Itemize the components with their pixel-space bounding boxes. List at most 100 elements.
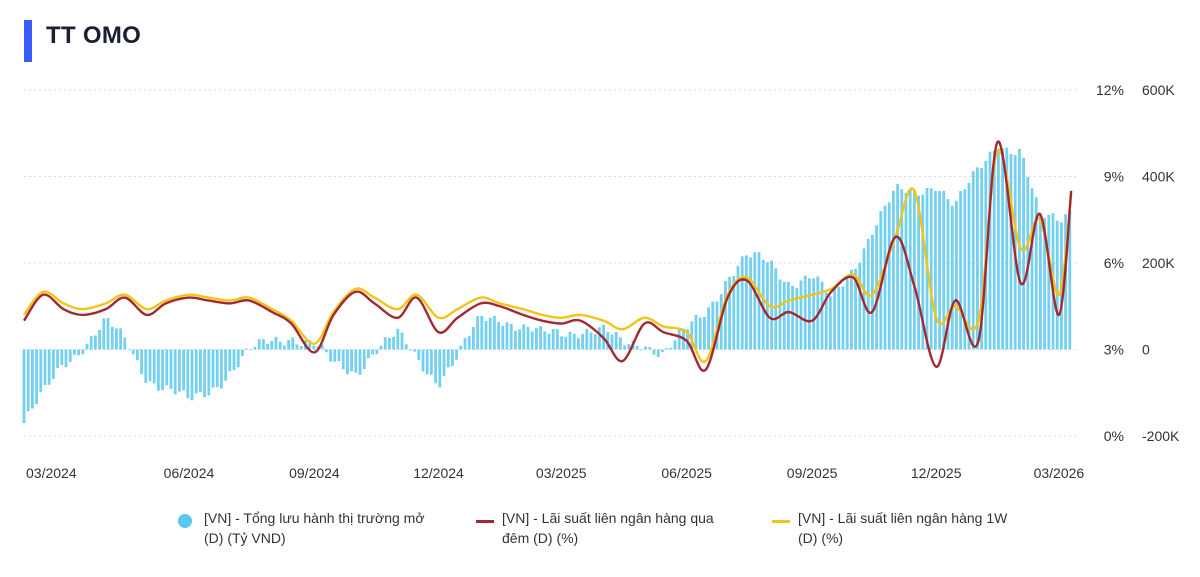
- omo-bar: [589, 332, 593, 350]
- omo-bar: [404, 344, 408, 350]
- omo-bar: [350, 349, 353, 372]
- page-title: TT OMO: [46, 22, 142, 49]
- overnight-rate-line: [22, 140, 1073, 372]
- omo-bar: [753, 252, 757, 350]
- omo-bar: [266, 343, 269, 350]
- x-tick-label: 06/2024: [164, 465, 215, 481]
- omo-bar: [774, 268, 778, 350]
- omo-bar: [136, 349, 139, 361]
- omo-bar: [841, 286, 845, 350]
- omo-bar: [119, 328, 122, 350]
- x-tick-label: 06/2025: [661, 465, 712, 481]
- omo-bar: [157, 349, 160, 391]
- x-tick-label: 12/2025: [911, 465, 962, 481]
- title-accent-bar: [24, 20, 32, 62]
- omo-bar: [950, 205, 954, 350]
- omo-bar: [1030, 188, 1034, 350]
- omo-bar: [94, 335, 97, 350]
- lines-series: [22, 140, 1073, 372]
- omo-bar: [73, 349, 76, 355]
- omo-bar: [446, 349, 450, 368]
- omo-bar: [287, 340, 290, 350]
- omo-bar: [812, 278, 815, 350]
- x-tick-label: 03/2025: [536, 465, 587, 481]
- omo-bar: [543, 331, 547, 350]
- omo-bar: [1047, 214, 1051, 350]
- omo-bar: [976, 167, 979, 350]
- omo-bar: [438, 349, 442, 388]
- omo-bar: [459, 345, 463, 350]
- omo-bar: [98, 329, 101, 350]
- omo-bar: [988, 151, 992, 350]
- omo-bar: [934, 191, 937, 350]
- legend-omo-marker: [178, 514, 192, 528]
- omo-bar: [598, 327, 601, 350]
- omo-bar: [824, 292, 828, 350]
- omo-bar: [68, 349, 72, 362]
- omo-bar: [182, 349, 185, 391]
- omo-bar: [1043, 218, 1046, 350]
- omo-bar: [896, 183, 899, 350]
- omo-bar: [669, 347, 673, 350]
- omo-bar: [325, 349, 328, 353]
- omo-bar: [60, 349, 64, 366]
- omo-bar: [829, 296, 832, 350]
- omo-bar: [190, 349, 194, 401]
- omo-bar: [509, 323, 513, 350]
- omo-bar: [144, 349, 148, 384]
- omo-bar: [123, 337, 127, 350]
- omo-bar: [917, 195, 920, 350]
- omo-bar: [106, 318, 110, 350]
- omo-bar: [215, 349, 219, 388]
- y-left-tick-label: 9%: [1104, 169, 1124, 185]
- omo-bar: [997, 151, 1000, 350]
- x-tick-label: 03/2026: [1034, 465, 1085, 481]
- omo-bar: [560, 336, 563, 350]
- x-tick-label: 12/2024: [413, 465, 464, 481]
- omo-bar: [127, 349, 131, 351]
- omo-bar: [26, 349, 30, 412]
- omo-bar: [808, 278, 811, 350]
- omo-bar: [971, 171, 975, 350]
- omo-bar: [115, 328, 118, 350]
- omo-bar: [556, 329, 559, 350]
- omo-bar: [362, 349, 366, 370]
- omo-bar: [581, 333, 584, 350]
- omo-bar: [619, 337, 622, 350]
- omo-bar: [43, 349, 47, 385]
- omo-bar: [199, 349, 202, 392]
- omo-bar: [707, 307, 710, 350]
- omo-bar: [539, 325, 542, 350]
- omo-bar: [274, 336, 278, 350]
- omo-bar: [929, 188, 933, 350]
- omo-bar: [967, 182, 971, 350]
- omo-bar: [476, 316, 479, 350]
- omo-bar: [1001, 148, 1004, 350]
- omo-bar: [186, 349, 190, 399]
- omo-bar: [333, 349, 337, 362]
- omo-bar: [766, 262, 769, 350]
- omo-bar: [371, 349, 374, 355]
- omo-bar: [110, 326, 114, 350]
- omo-bar: [946, 199, 950, 350]
- omo-bar: [148, 349, 152, 382]
- omo-bar: [871, 234, 874, 350]
- omo-bar: [694, 315, 698, 350]
- omo-bar: [203, 349, 206, 398]
- omo-bar: [904, 192, 908, 350]
- omo-bar: [295, 344, 299, 350]
- y-right-tick-label: 400K: [1142, 169, 1175, 185]
- omo-bar: [173, 349, 177, 395]
- omo-bar: [81, 349, 85, 355]
- omo-bar: [577, 338, 580, 350]
- omo-bar: [312, 345, 316, 350]
- x-tick-label: 09/2024: [289, 465, 340, 481]
- omo-bar: [850, 269, 853, 350]
- omo-bar: [165, 349, 169, 386]
- omo-bar: [1068, 210, 1072, 350]
- omo-bar: [152, 349, 156, 384]
- y-right-tick-label: 200K: [1142, 255, 1175, 271]
- omo-bar: [640, 349, 643, 351]
- omo-bar: [795, 287, 799, 350]
